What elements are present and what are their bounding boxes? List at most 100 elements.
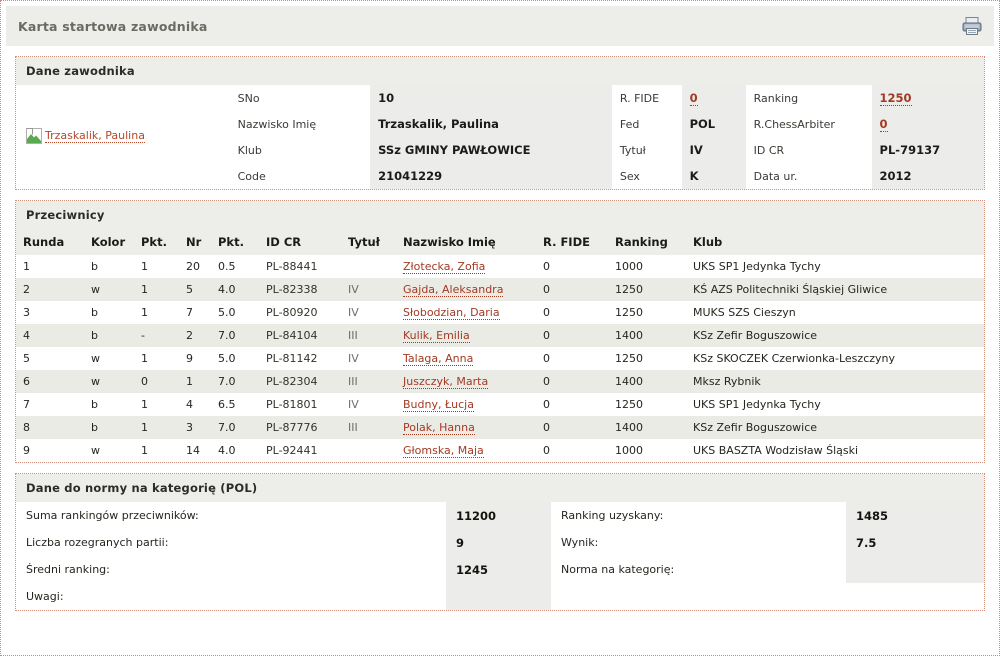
cell-runda: 7 bbox=[16, 393, 84, 416]
opponent-link[interactable]: Talaga, Anna bbox=[403, 352, 474, 366]
cell-tytul: IV bbox=[341, 393, 396, 416]
code-value: 21041229 bbox=[370, 163, 612, 189]
cell-ranking: 1400 bbox=[608, 416, 686, 439]
norm-row: Średni ranking: 1245 Norma na kategorię: bbox=[16, 556, 984, 583]
cell-pkt-opp: 5.0 bbox=[211, 347, 259, 370]
sum-value: 11200 bbox=[446, 502, 551, 529]
fed-label: Fed bbox=[611, 111, 682, 137]
cell-pkt-own: 1 bbox=[134, 255, 179, 278]
table-row: 6 w 0 1 7.0 PL-82304 III Juszczyk, Marta 0 1400 Mk… bbox=[16, 370, 984, 393]
print-icon[interactable] bbox=[958, 12, 986, 40]
perf-label: Ranking uzyskany: bbox=[551, 502, 846, 529]
printer-icon bbox=[962, 17, 982, 35]
cell-ranking: 1250 bbox=[608, 393, 686, 416]
birth-value: 2012 bbox=[871, 163, 984, 189]
cell-ranking: 1000 bbox=[608, 255, 686, 278]
cell-tytul bbox=[341, 439, 396, 462]
col-rfide: R. FIDE bbox=[536, 229, 608, 255]
ranking-label: Ranking bbox=[745, 85, 872, 111]
cell-nr: 7 bbox=[179, 301, 211, 324]
cell-nr: 5 bbox=[179, 278, 211, 301]
cell-kolor: b bbox=[84, 393, 134, 416]
norm-panel: Dane do normy na kategorię (POL) Suma ra… bbox=[15, 473, 985, 611]
opponents-body: 1 b 1 20 0.5 PL-88441 Złotecka, Zofia 0 1000 UKS … bbox=[16, 255, 984, 462]
games-label: Liczba rozegranych partii: bbox=[16, 529, 446, 556]
cell-ranking: 1250 bbox=[608, 301, 686, 324]
cell-idcr: PL-88441 bbox=[259, 255, 341, 278]
cell-tytul: III bbox=[341, 416, 396, 439]
title-value: IV bbox=[681, 137, 746, 163]
cell-idcr: PL-81142 bbox=[259, 347, 341, 370]
cell-nazwisko: Gajda, Aleksandra bbox=[396, 278, 536, 301]
col-kolor: Kolor bbox=[84, 229, 134, 255]
col-runda: Runda bbox=[16, 229, 84, 255]
cell-nazwisko: Talaga, Anna bbox=[396, 347, 536, 370]
col-nazwisko: Nazwisko Imię bbox=[396, 229, 536, 255]
avg-value: 1245 bbox=[446, 556, 551, 583]
rfide-link[interactable]: 0 bbox=[689, 91, 698, 106]
opponent-link[interactable]: Gajda, Aleksandra bbox=[403, 283, 504, 297]
code-label: Code bbox=[229, 163, 371, 189]
norm-value bbox=[846, 556, 984, 583]
cell-rfide: 0 bbox=[536, 347, 608, 370]
club-label: Klub bbox=[229, 137, 371, 163]
cell-idcr: PL-82338 bbox=[259, 278, 341, 301]
cell-ranking: 1400 bbox=[608, 370, 686, 393]
idcr-label: ID CR bbox=[745, 137, 872, 163]
cell-tytul: III bbox=[341, 324, 396, 347]
cell-runda: 4 bbox=[16, 324, 84, 347]
norm-filler-label bbox=[551, 583, 846, 610]
rchessarbiter-label: R.ChessArbiter bbox=[745, 111, 872, 137]
opponent-link[interactable]: Słobodzian, Daria bbox=[403, 306, 500, 320]
notes-label: Uwagi: bbox=[16, 583, 446, 610]
cell-idcr: PL-82304 bbox=[259, 370, 341, 393]
rchessarbiter-link[interactable]: 0 bbox=[879, 117, 888, 132]
cell-klub: MUKS SZS Cieszyn bbox=[686, 301, 984, 324]
page-titlebar: Karta startowa zawodnika bbox=[6, 6, 994, 46]
cell-pkt-own: 1 bbox=[134, 416, 179, 439]
player-data-table: Trzaskalik, Paulina SNo 10 R. FIDE 0 Ran… bbox=[16, 85, 984, 189]
table-row: 8 b 1 3 7.0 PL-87776 III Polak, Hanna 0 1400 KSz Z… bbox=[16, 416, 984, 439]
cell-nr: 3 bbox=[179, 416, 211, 439]
ranking-link[interactable]: 1250 bbox=[879, 91, 912, 106]
table-row: 7 b 1 4 6.5 PL-81801 IV Budny, Łucja 0 1250 UKS SP… bbox=[16, 393, 984, 416]
table-row: 3 b 1 7 5.0 PL-80920 IV Słobodzian, Daria 0 1250 M… bbox=[16, 301, 984, 324]
cell-pkt-opp: 7.0 bbox=[211, 416, 259, 439]
opponent-link[interactable]: Kulik, Emilia bbox=[403, 329, 470, 343]
opponent-link[interactable]: Głomska, Maja bbox=[403, 444, 484, 458]
col-tytul: Tytuł bbox=[341, 229, 396, 255]
opponent-link[interactable]: Juszczyk, Marta bbox=[403, 375, 489, 389]
games-value: 9 bbox=[446, 529, 551, 556]
table-row: 5 w 1 9 5.0 PL-81142 IV Talaga, Anna 0 1250 KSz SK… bbox=[16, 347, 984, 370]
norm-row: Liczba rozegranych partii: 9 Wynik: 7.5 bbox=[16, 529, 984, 556]
cell-klub: UKS BASZTA Wodzisław Śląski bbox=[686, 439, 984, 462]
birth-label: Data ur. bbox=[745, 163, 872, 189]
opponent-link[interactable]: Złotecka, Zofia bbox=[403, 260, 486, 274]
opponent-link[interactable]: Polak, Hanna bbox=[403, 421, 475, 435]
table-row: 9 w 1 14 4.0 PL-92441 Głomska, Maja 0 1000 UKS BA… bbox=[16, 439, 984, 462]
cell-pkt-opp: 4.0 bbox=[211, 439, 259, 462]
cell-tytul: IV bbox=[341, 301, 396, 324]
player-data-row: Code 21041229 Sex K Data ur. 2012 bbox=[16, 163, 984, 189]
cell-tytul: IV bbox=[341, 347, 396, 370]
cell-pkt-opp: 5.0 bbox=[211, 301, 259, 324]
cell-pkt-own: - bbox=[134, 324, 179, 347]
rfide-value: 0 bbox=[681, 85, 746, 111]
sex-label: Sex bbox=[611, 163, 682, 189]
cell-klub: Mksz Rybnik bbox=[686, 370, 984, 393]
norm-row: Suma rankingów przeciwników: 11200 Ranki… bbox=[16, 502, 984, 529]
cell-pkt-opp: 6.5 bbox=[211, 393, 259, 416]
cell-runda: 9 bbox=[16, 439, 84, 462]
cell-pkt-opp: 7.0 bbox=[211, 324, 259, 347]
cell-nr: 1 bbox=[179, 370, 211, 393]
cell-kolor: b bbox=[84, 255, 134, 278]
broken-image-placeholder[interactable]: Trzaskalik, Paulina bbox=[26, 127, 145, 144]
cell-idcr: PL-92441 bbox=[259, 439, 341, 462]
norm-label: Norma na kategorię: bbox=[551, 556, 846, 583]
table-row: 4 b -2 7.0 PL-84104 III Kulik, Emilia 0 1400 KSz … bbox=[16, 324, 984, 347]
cell-rfide: 0 bbox=[536, 370, 608, 393]
opponent-link[interactable]: Budny, Łucja bbox=[403, 398, 474, 412]
cell-klub: UKS SP1 Jedynka Tychy bbox=[686, 393, 984, 416]
cell-pkt-own: 1 bbox=[134, 439, 179, 462]
